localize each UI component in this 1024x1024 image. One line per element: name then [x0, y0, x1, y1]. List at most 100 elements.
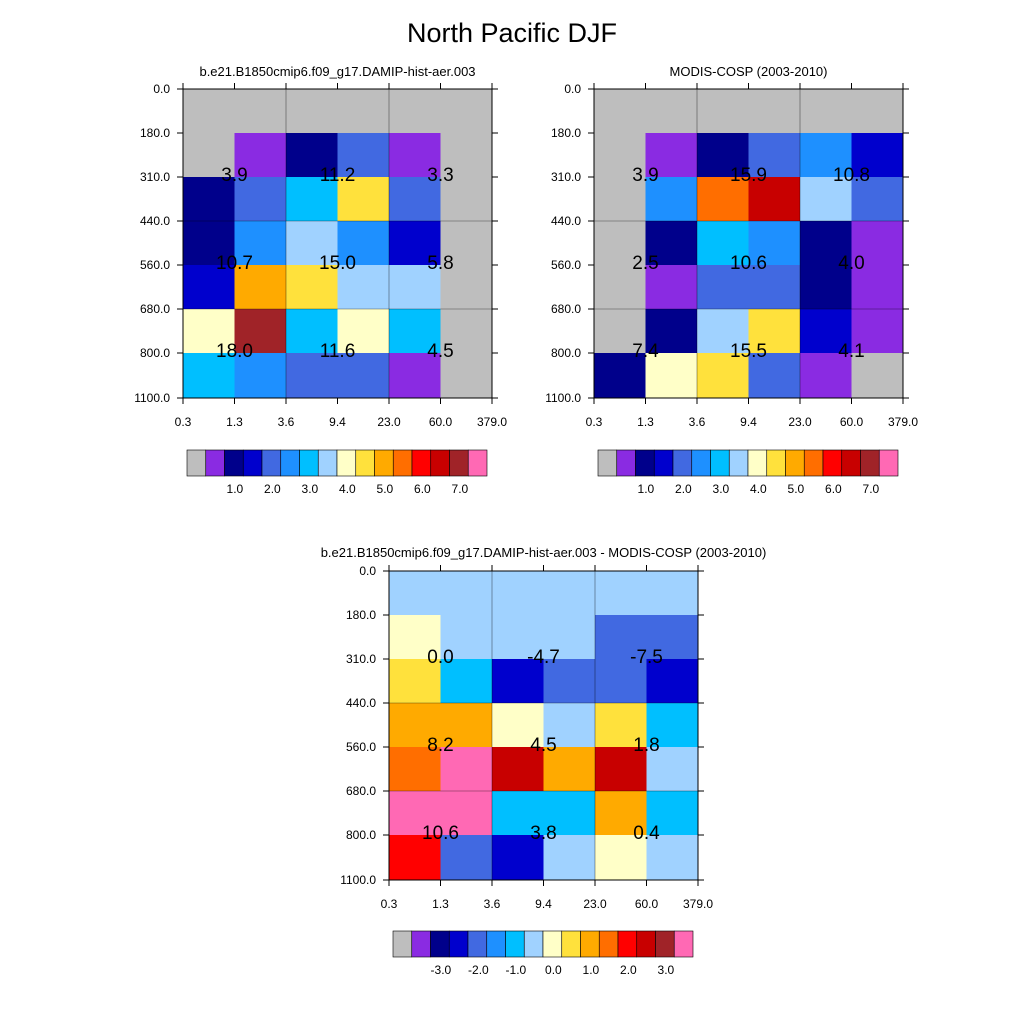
colorbar-swatch — [653, 449, 674, 477]
colorbar-swatch — [374, 449, 394, 477]
colorbar-swatch — [336, 449, 357, 477]
heatmap-cell — [440, 133, 493, 178]
y-tick-label: 180.0 — [346, 608, 376, 622]
y-tick-label: 560.0 — [140, 258, 170, 272]
cell-value-label: 3.3 — [427, 165, 453, 186]
heatmap-cell — [440, 177, 493, 222]
colorbar-label: 3.0 — [713, 482, 730, 496]
heatmap-cell — [389, 353, 441, 399]
heatmap-cell — [389, 221, 441, 266]
colorbar-label: -2.0 — [468, 963, 489, 977]
heatmap-cell — [389, 747, 441, 792]
heatmap-cell — [337, 353, 390, 399]
cell-value-label: 18.0 — [216, 341, 253, 362]
colorbar-label: 4.0 — [339, 482, 356, 496]
panel-difference: b.e21.B1850cmip6.f09_g17.DAMIP-hist-aer.… — [321, 545, 767, 977]
y-tick-label: 800.0 — [346, 828, 376, 842]
x-tick-label: 1.3 — [637, 415, 654, 429]
colorbar-swatch — [430, 930, 450, 958]
heatmap-cell — [646, 615, 699, 660]
cell-value-label: 11.6 — [320, 341, 356, 362]
heatmap-cell — [543, 571, 596, 616]
cell-value-label: 4.0 — [838, 253, 864, 274]
colorbar-label: 6.0 — [414, 482, 431, 496]
heatmap-cell — [234, 309, 287, 354]
heatmap-cell — [594, 89, 646, 134]
heatmap-cell — [595, 791, 647, 836]
heatmap-cell — [440, 265, 493, 310]
cell-value-label: -7.5 — [630, 647, 663, 668]
y-tick-label: 680.0 — [551, 302, 581, 316]
cell-value-label: 10.8 — [833, 165, 870, 186]
colorbar-label: 3.0 — [302, 482, 319, 496]
heatmap-cell — [389, 89, 441, 134]
colorbar-swatch — [449, 449, 469, 477]
colorbar-swatch — [411, 930, 431, 958]
cell-value-label: 15.0 — [319, 253, 356, 274]
heatmap-cell — [800, 133, 852, 178]
heatmap-cell — [286, 133, 338, 178]
heatmap-cell — [748, 221, 801, 266]
colorbar-label: 4.0 — [750, 482, 767, 496]
cell-value-label: 0.0 — [427, 647, 453, 668]
colorbar-label: -1.0 — [506, 963, 527, 977]
heatmap-cell — [697, 133, 749, 178]
cell-value-label: 3.9 — [632, 165, 658, 186]
heatmap-cell — [492, 571, 544, 616]
cell-value-label: 0.4 — [633, 823, 660, 844]
heatmap-cell — [645, 221, 698, 266]
y-tick-label: 1100.0 — [545, 391, 581, 405]
colorbar-label: 5.0 — [788, 482, 805, 496]
heatmap-cell — [286, 177, 338, 222]
heatmap-cell — [543, 791, 596, 836]
heatmap-cell — [595, 835, 647, 881]
heatmap-cell — [440, 353, 493, 399]
panel-subtitle: b.e21.B1850cmip6.f09_g17.DAMIP-hist-aer.… — [321, 545, 767, 560]
colorbar-swatch — [710, 449, 730, 477]
colorbar-label: 7.0 — [452, 482, 469, 496]
heatmap-cell — [800, 177, 852, 222]
heatmap-cell — [800, 265, 852, 310]
colorbar-swatch — [841, 449, 861, 477]
colorbar-swatch — [430, 449, 450, 477]
heatmap-cell — [800, 221, 852, 266]
colorbar-label: 2.0 — [675, 482, 692, 496]
heatmap-cell — [492, 835, 544, 881]
y-tick-label: 800.0 — [551, 346, 581, 360]
colorbar-swatch — [392, 449, 413, 477]
heatmap-cell — [851, 89, 904, 134]
x-tick-label: 9.4 — [329, 415, 346, 429]
x-tick-label: 0.3 — [381, 897, 398, 911]
x-tick-label: 1.3 — [226, 415, 243, 429]
heatmap-cell — [645, 177, 698, 222]
heatmap-cell — [389, 615, 441, 660]
heatmap-cell — [492, 703, 544, 748]
heatmap-cell — [697, 221, 749, 266]
y-tick-label: 560.0 — [551, 258, 581, 272]
y-tick-label: 800.0 — [140, 346, 170, 360]
heatmap-cell — [645, 265, 698, 310]
colorbar-swatch — [635, 449, 655, 477]
x-tick-label: 9.4 — [740, 415, 757, 429]
colorbar-swatch — [486, 930, 506, 958]
heatmap-cell — [800, 309, 852, 354]
colorbar-label: 1.0 — [583, 963, 600, 977]
colorbar-label: 0.0 — [545, 963, 562, 977]
heatmap-cell — [697, 89, 749, 134]
heatmap-cell — [851, 221, 904, 266]
heatmap-cell — [595, 747, 647, 792]
colorbar-swatch — [598, 930, 619, 958]
heatmap-cell — [646, 571, 699, 616]
heatmap-cell — [594, 133, 646, 178]
heatmap-cell — [440, 747, 493, 792]
colorbar-swatch — [655, 930, 675, 958]
heatmap-cell — [697, 309, 749, 354]
heatmap-cell — [697, 265, 749, 310]
heatmap-cell — [492, 659, 544, 704]
colorbar-label: -3.0 — [431, 963, 452, 977]
colorbar-swatch — [317, 449, 338, 477]
heatmap-cell — [748, 309, 801, 354]
cell-value-label: 11.2 — [320, 165, 356, 186]
colorbar-swatch — [186, 449, 207, 477]
heatmap-cell — [440, 571, 493, 616]
